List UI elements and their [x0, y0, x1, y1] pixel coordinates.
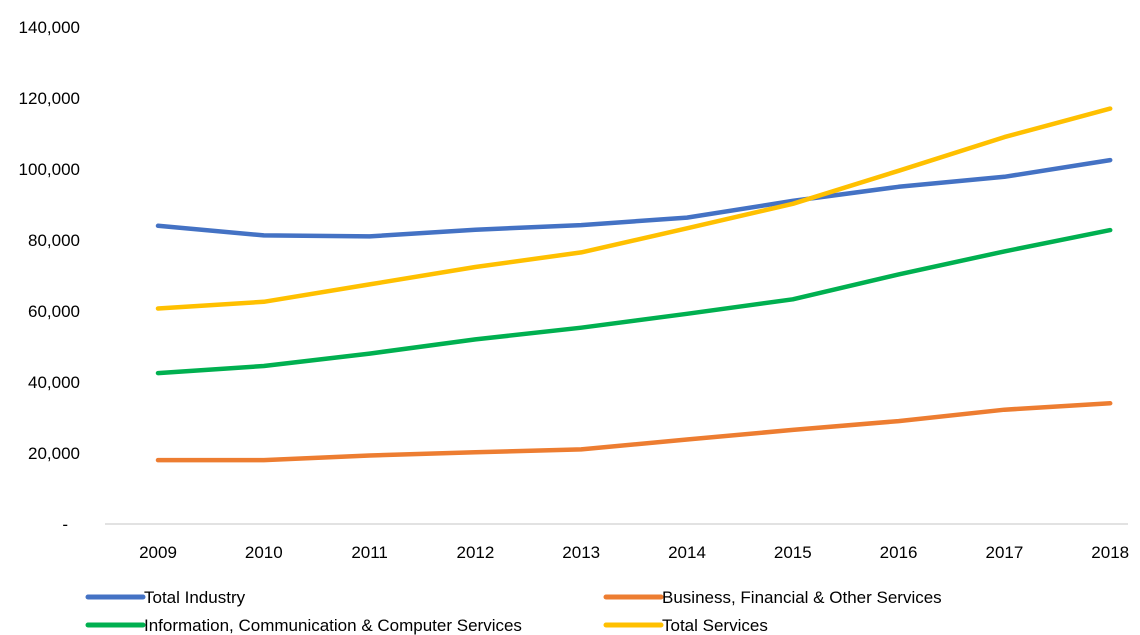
y-tick-label: 60,000 — [28, 302, 80, 321]
legend-item: Business, Financial & Other Services — [603, 588, 942, 607]
y-tick-label: 20,000 — [28, 444, 80, 463]
x-axis-tick-labels: 2009 2010 2011 2012 2013 2014 2015 2016 2017 2018 — [139, 543, 1129, 562]
series-line-4 — [155, 106, 1113, 311]
x-tick-label: 2014 — [668, 543, 706, 562]
x-tick-label: 2017 — [985, 543, 1023, 562]
x-tick-label: 2015 — [774, 543, 812, 562]
y-tick-label: 140,000 — [19, 18, 80, 37]
series-line-3 — [155, 227, 1113, 376]
series-line-2 — [155, 401, 1113, 463]
legend: Total Industry Business, Financial & Othe… — [85, 588, 942, 635]
x-tick-label: 2013 — [562, 543, 600, 562]
legend-label: Information, Communication & Computer Se… — [144, 616, 522, 635]
legend-item: Information, Communication & Computer Se… — [85, 616, 522, 635]
legend-label: Total Services — [662, 616, 768, 635]
y-tick-label: - — [62, 515, 68, 534]
x-tick-label: 2018 — [1091, 543, 1129, 562]
legend-item: Total Services — [603, 616, 768, 635]
x-tick-label: 2011 — [351, 543, 388, 562]
x-tick-label: 2010 — [245, 543, 283, 562]
x-tick-label: 2009 — [139, 543, 177, 562]
y-tick-label: 100,000 — [19, 160, 80, 179]
y-tick-label: 120,000 — [19, 89, 80, 108]
legend-label: Business, Financial & Other Services — [662, 588, 942, 607]
y-axis-tick-labels: - 20,000 40,000 60,000 80,000 100,000 120,000 1… — [19, 18, 80, 534]
y-tick-label: 80,000 — [28, 231, 80, 250]
x-tick-label: 2012 — [456, 543, 494, 562]
legend-label: Total Industry — [144, 588, 246, 607]
legend-item: Total Industry — [85, 588, 246, 607]
y-tick-label: 40,000 — [28, 373, 80, 392]
x-tick-label: 2016 — [880, 543, 918, 562]
series-lines — [155, 106, 1113, 463]
series-line-1 — [155, 157, 1113, 239]
